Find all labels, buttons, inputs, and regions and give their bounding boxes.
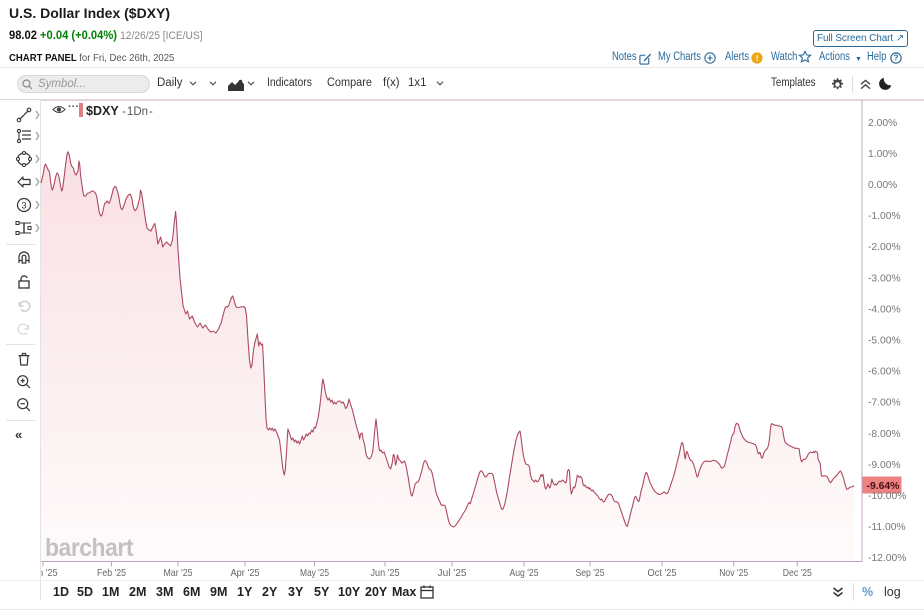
svg-text:-6.00%: -6.00% [868, 367, 901, 378]
svg-text:-10.00%: -10.00% [868, 491, 906, 502]
svg-text:2.00%: 2.00% [868, 118, 897, 129]
svg-text:-12.00%: -12.00% [868, 553, 906, 564]
svg-text:-9.64%: -9.64% [867, 481, 900, 492]
svg-text:Sep '25: Sep '25 [576, 567, 605, 579]
svg-text:1.00%: 1.00% [868, 149, 897, 160]
svg-text:-9.00%: -9.00% [868, 460, 901, 471]
svg-text:-11.00%: -11.00% [868, 522, 906, 533]
svg-text:-5.00%: -5.00% [868, 336, 901, 347]
svg-text:-4.00%: -4.00% [868, 304, 901, 315]
svg-text:May '25: May '25 [300, 567, 329, 579]
svg-text:Jun '25: Jun '25 [371, 567, 400, 579]
svg-text:Jul '25: Jul '25 [438, 567, 467, 579]
svg-text:-7.00%: -7.00% [868, 398, 901, 409]
svg-text:Dec '25: Dec '25 [783, 567, 812, 579]
svg-text:Nov '25: Nov '25 [719, 567, 748, 579]
svg-text:-3.00%: -3.00% [868, 273, 901, 284]
svg-text:-1.00%: -1.00% [868, 211, 901, 222]
svg-text:Jan '25: Jan '25 [29, 567, 58, 579]
svg-text:Oct '25: Oct '25 [648, 567, 677, 579]
svg-text:-2.00%: -2.00% [868, 242, 901, 253]
svg-text:Aug '25: Aug '25 [510, 567, 539, 579]
svg-text:!: ! [756, 53, 759, 63]
svg-text:-8.00%: -8.00% [868, 429, 901, 440]
svg-text:Apr '25: Apr '25 [231, 567, 260, 579]
svg-text:?: ? [894, 54, 899, 63]
svg-text:3: 3 [21, 200, 26, 210]
svg-text:Mar '25: Mar '25 [164, 567, 193, 579]
svg-text:Feb '25: Feb '25 [97, 567, 126, 579]
svg-text:0.00%: 0.00% [868, 180, 897, 191]
